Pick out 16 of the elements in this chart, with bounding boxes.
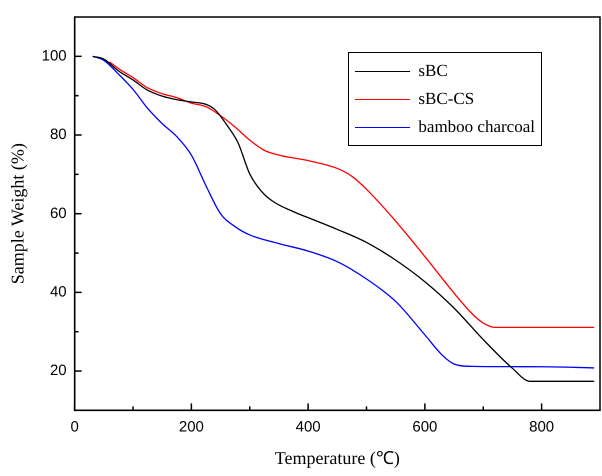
legend-label: sBC	[418, 61, 448, 81]
line-series	[109, 61, 595, 328]
y-tick-label: 80	[50, 126, 67, 144]
y-axis-title: Sample Weight (%)	[8, 143, 28, 284]
y-tick-label: 20	[50, 362, 67, 380]
x-tick-label: 200	[178, 418, 204, 436]
y-tick-label: 60	[50, 204, 67, 222]
legend-label: sBC-CS	[418, 89, 474, 109]
x-tick-label: 400	[296, 418, 321, 436]
x-tick-label: 0	[70, 418, 79, 436]
legend-label: bamboo charcoal	[418, 117, 535, 137]
x-axis-title: Temperature (℃)	[274, 448, 400, 468]
x-tick-label: 600	[412, 418, 438, 436]
y-tick-label: 40	[50, 284, 67, 301]
y-tick-label: 100	[42, 47, 67, 64]
x-tick-label: 800	[529, 418, 554, 436]
